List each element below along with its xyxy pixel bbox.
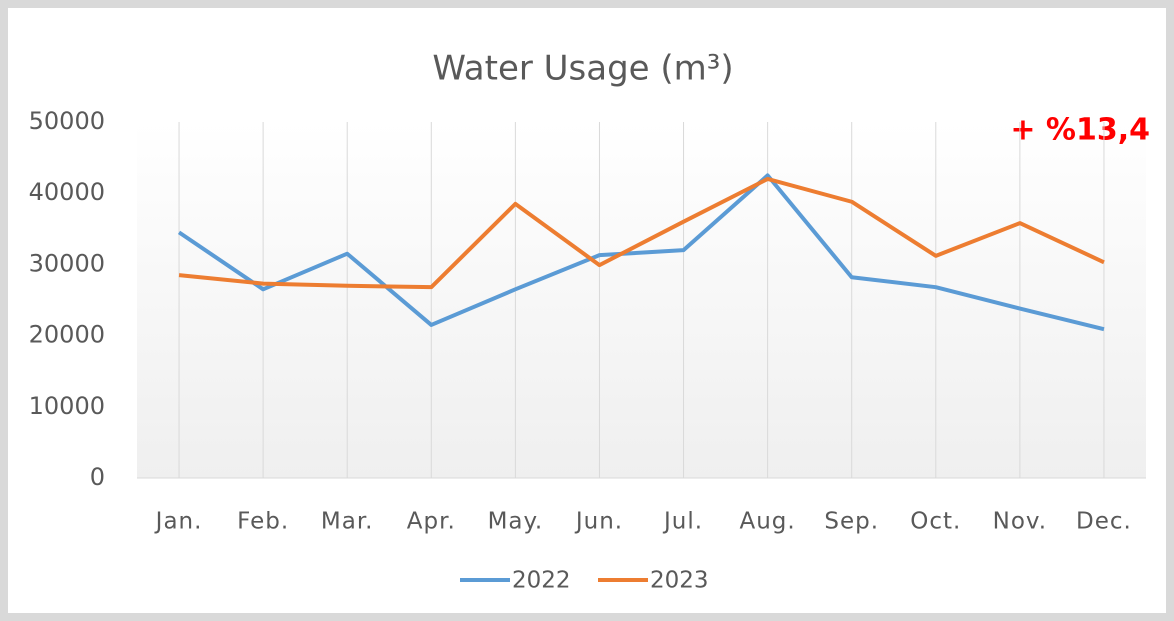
y-tick-label: 50000 [29,107,105,135]
x-tick-label: Aug. [740,509,796,535]
y-tick-label: 20000 [29,321,105,349]
x-tick-label: Dec. [1076,509,1132,535]
x-tick-label: Jun. [574,509,623,535]
legend-label: 2022 [512,568,571,594]
data-line [177,173,1105,332]
x-tick-label: May. [488,509,544,535]
x-tick-label: Feb. [237,509,289,535]
y-tick-label: 0 [90,463,105,491]
x-tick-label: Nov. [993,509,1047,535]
data-line [178,176,1105,290]
x-tick-label: Sep. [824,509,879,535]
y-tick-label: 10000 [29,392,105,420]
y-tick-label: 30000 [29,249,105,277]
plot-area [137,122,1146,478]
annotation: + %13,4 [1010,113,1150,148]
x-tick-label: Jul. [662,509,703,535]
x-tick-label: Jan. [154,509,203,535]
x-tick-label: Mar. [321,509,374,535]
x-tick-label: Oct. [910,509,961,535]
chart-title: Water Usage (m³) [432,49,733,89]
y-tick-label: 40000 [29,178,105,206]
x-tick-label: Apr. [407,509,456,535]
legend-label: 2023 [650,568,709,594]
